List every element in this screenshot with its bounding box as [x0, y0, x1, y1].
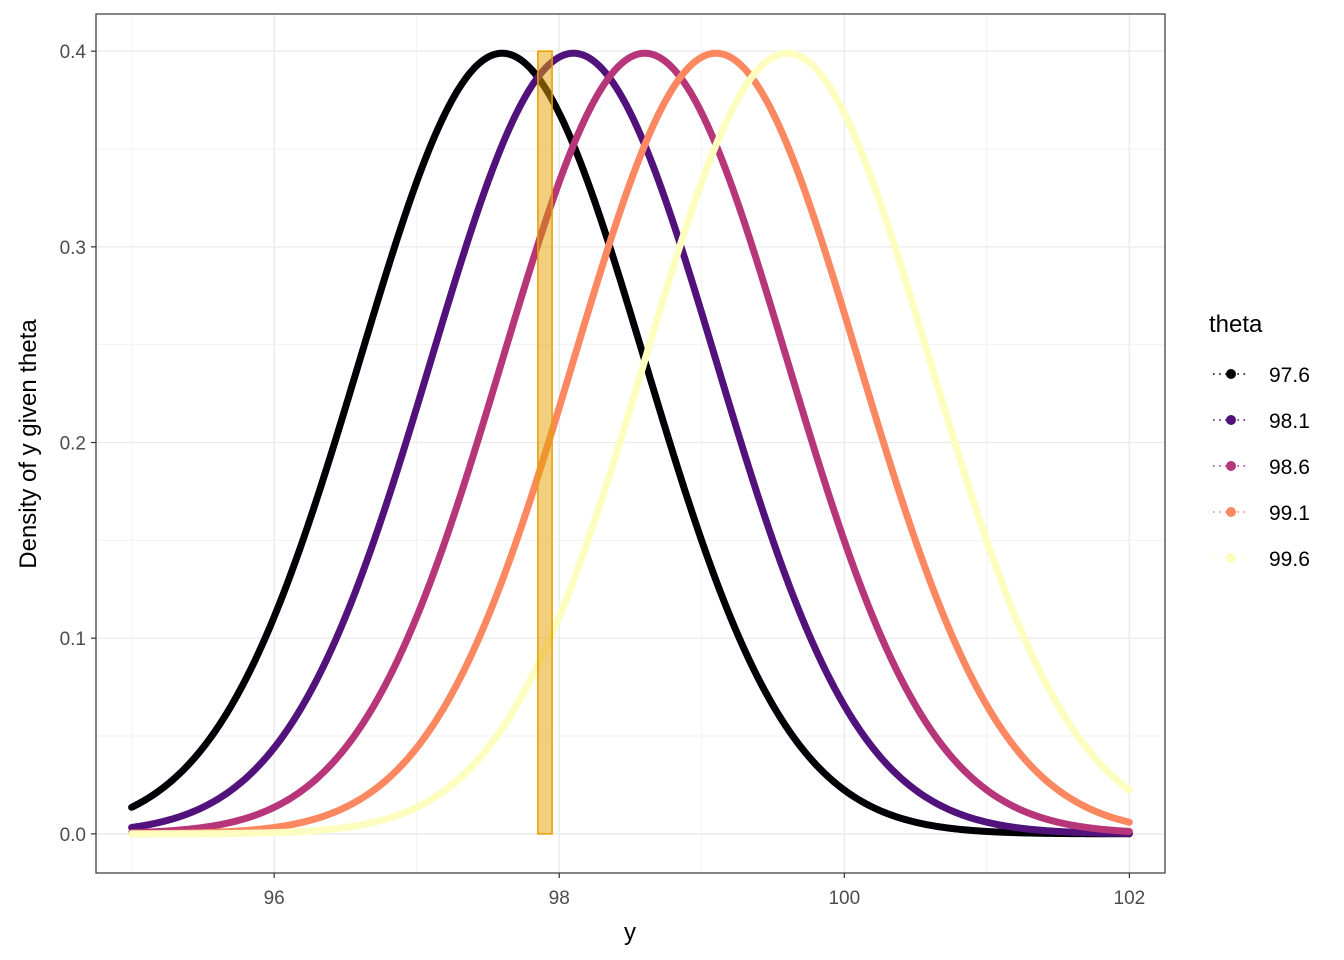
legend-label: 97.6: [1269, 364, 1310, 387]
x-tick-label: 98: [549, 888, 570, 909]
density-curve-99.1: [128, 49, 1133, 838]
density-curve-99.6: [128, 49, 1133, 838]
legend: theta 97.6 98.1 98.6 99.1 99.6: [1209, 311, 1310, 571]
legend-item-98.1: 98.1: [1213, 410, 1310, 433]
y-tick-label: 0.2: [60, 434, 86, 455]
legend-label: 98.1: [1269, 410, 1310, 433]
y-tick-label: 0.4: [60, 42, 87, 63]
legend-key-point: [1226, 461, 1236, 471]
y-axis-title: Density of y given theta: [15, 319, 42, 569]
legend-item-97.6: 97.6: [1213, 364, 1310, 387]
density-curve-98.6: [128, 49, 1133, 837]
density-curves: [128, 49, 1133, 838]
x-tick-label: 96: [264, 888, 285, 909]
grid-lines: [96, 14, 1165, 873]
legend-label: 99.1: [1269, 502, 1310, 525]
legend-title: theta: [1209, 311, 1263, 338]
x-tick-label: 102: [1114, 888, 1146, 909]
density-curve-97.6: [128, 49, 1133, 838]
legend-key-point: [1226, 369, 1236, 379]
legend-item-99.6: 99.6: [1213, 548, 1310, 571]
x-tick-label: 100: [828, 888, 860, 909]
legend-label: 98.6: [1269, 456, 1310, 479]
x-axis: 96 98 100 102: [264, 873, 1146, 909]
panel-background: [96, 14, 1165, 873]
legend-item-99.1: 99.1: [1213, 502, 1310, 525]
density-curve-98.1: [128, 49, 1133, 837]
panel-border: [95, 13, 1166, 874]
y-tick-label: 0.1: [60, 629, 86, 650]
y-tick-label: 0.3: [60, 238, 86, 259]
legend-key-point: [1226, 415, 1236, 425]
legend-item-98.6: 98.6: [1213, 456, 1310, 479]
legend-key-point: [1226, 507, 1236, 517]
y-axis: 0.0 0.1 0.2 0.3 0.4: [60, 42, 96, 846]
x-axis-title: y: [624, 919, 636, 946]
legend-key-point: [1226, 553, 1236, 563]
y-tick-label: 0.0: [60, 825, 86, 846]
legend-label: 99.6: [1269, 548, 1310, 571]
highlight-rect: [537, 50, 553, 835]
highlight-region: [537, 50, 553, 835]
